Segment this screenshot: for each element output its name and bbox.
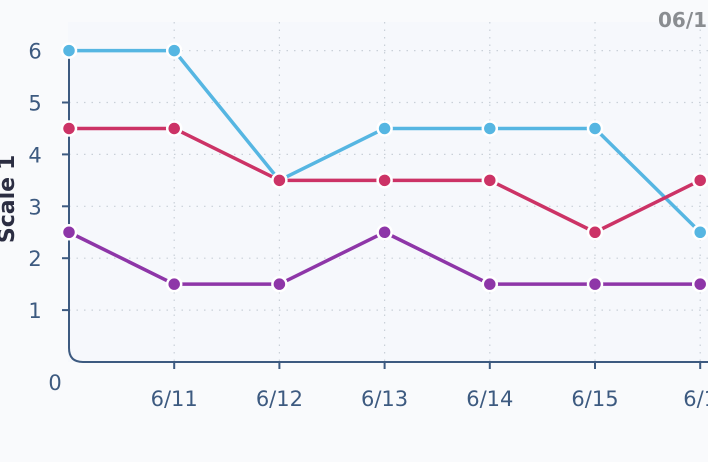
series-1-point-0 bbox=[60, 42, 78, 59]
y-axis-label-suffix: 1 bbox=[0, 155, 20, 170]
series-2-point-0 bbox=[60, 120, 78, 137]
x-tick-label-6: 6/1 bbox=[683, 387, 708, 411]
origin-label: 0 bbox=[48, 371, 61, 395]
plot-background bbox=[68, 22, 708, 362]
x-tick-label-3: 6/13 bbox=[361, 387, 408, 411]
y-tick-label-4: 4 bbox=[28, 143, 41, 167]
y-tick-label-1: 1 bbox=[28, 299, 41, 323]
series-2-point-2 bbox=[271, 172, 288, 189]
series-3-point-4 bbox=[481, 275, 499, 293]
series-1-point-6 bbox=[691, 224, 708, 241]
series-2 bbox=[60, 120, 708, 241]
y-axis-ticks: 1 2 3 4 5 6 bbox=[28, 40, 69, 323]
series-2-point-5 bbox=[586, 224, 604, 241]
y-axis-title: Scale 1 bbox=[0, 155, 20, 243]
x-axis-ticks: 6/11 6/12 6/13 6/14 6/15 6/1 bbox=[151, 362, 708, 411]
series-3-point-6 bbox=[691, 275, 708, 293]
series-layer bbox=[60, 42, 708, 293]
y-tick-label-5: 5 bbox=[28, 92, 41, 116]
y-tick-label-3: 3 bbox=[28, 195, 41, 219]
x-tick-label-1: 6/11 bbox=[151, 387, 198, 411]
y-tick-label-2: 2 bbox=[28, 247, 41, 271]
series-1-point-3 bbox=[376, 120, 393, 137]
axis-frame bbox=[68, 50, 708, 363]
series-2-point-4 bbox=[481, 172, 499, 189]
series-2-point-3 bbox=[376, 172, 393, 189]
date-label: 06/1 bbox=[658, 8, 707, 32]
series-3 bbox=[60, 224, 708, 293]
series-1-point-1 bbox=[165, 42, 183, 59]
x-tick-label-4: 6/14 bbox=[466, 387, 513, 411]
series-1-point-4 bbox=[481, 120, 499, 137]
series-3-point-3 bbox=[376, 224, 393, 241]
series-3-point-0 bbox=[60, 224, 78, 241]
series-2-point-1 bbox=[165, 120, 183, 137]
x-tick-label-2: 6/12 bbox=[256, 387, 303, 411]
series-3-point-1 bbox=[165, 275, 183, 293]
y-axis-label: Scale bbox=[0, 177, 20, 243]
x-tick-label-5: 6/15 bbox=[571, 387, 618, 411]
y-tick-label-6: 6 bbox=[28, 40, 41, 64]
series-1-point-5 bbox=[586, 120, 604, 137]
series-3-point-2 bbox=[271, 275, 288, 293]
series-3-point-5 bbox=[586, 275, 604, 293]
series-2-point-6 bbox=[691, 172, 708, 189]
